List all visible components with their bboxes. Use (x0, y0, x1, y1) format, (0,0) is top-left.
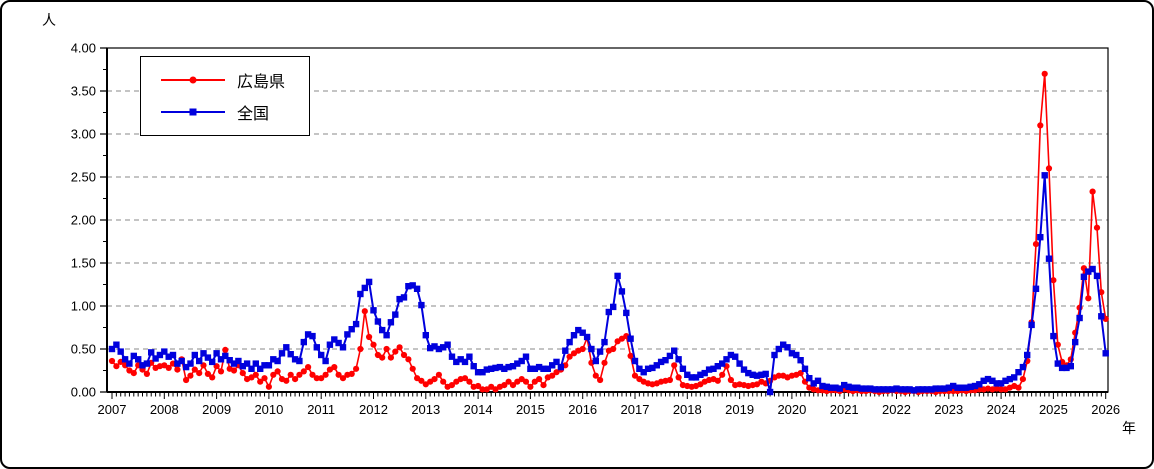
legend-entry-zenkoku: 全国 (161, 100, 309, 124)
svg-text:2025: 2025 (1039, 402, 1068, 417)
svg-text:2022: 2022 (882, 402, 911, 417)
svg-text:2008: 2008 (150, 402, 179, 417)
svg-text:2009: 2009 (202, 402, 231, 417)
svg-text:2011: 2011 (307, 402, 335, 417)
svg-text:0.00: 0.00 (71, 385, 96, 400)
svg-text:3.50: 3.50 (71, 84, 96, 99)
svg-text:2013: 2013 (411, 402, 440, 417)
x-axis-unit-label: 年 (1122, 420, 1136, 436)
svg-text:2020: 2020 (777, 402, 806, 417)
svg-text:2.50: 2.50 (71, 170, 96, 185)
svg-text:0.50: 0.50 (71, 342, 96, 357)
legend-entry-hiroshima: 広島県 (161, 68, 309, 92)
blue-line-square-marker-icon (161, 107, 225, 117)
legend-label-zenkoku: 全国 (237, 105, 270, 123)
svg-text:2024: 2024 (987, 402, 1016, 417)
chart-legend: 広島県 全国 (140, 56, 310, 136)
svg-text:3.00: 3.00 (71, 127, 96, 142)
svg-text:2012: 2012 (359, 402, 388, 417)
svg-text:1.00: 1.00 (71, 299, 96, 314)
svg-text:2026: 2026 (1091, 402, 1120, 417)
svg-text:2015: 2015 (516, 402, 545, 417)
svg-text:1.50: 1.50 (71, 256, 96, 271)
svg-text:4.00: 4.00 (71, 41, 96, 56)
svg-text:2007: 2007 (98, 402, 127, 417)
svg-text:2016: 2016 (568, 402, 597, 417)
red-line-circle-marker-icon (161, 75, 225, 85)
svg-text:2.00: 2.00 (71, 213, 96, 228)
legend-label-hiroshima: 広島県 (237, 74, 286, 92)
svg-text:2019: 2019 (725, 402, 754, 417)
svg-text:2018: 2018 (673, 402, 702, 417)
y-axis-unit-label: 人 (42, 12, 56, 28)
svg-text:2014: 2014 (464, 402, 493, 417)
svg-text:2021: 2021 (830, 402, 859, 417)
svg-text:2010: 2010 (254, 402, 283, 417)
svg-text:2023: 2023 (934, 402, 963, 417)
svg-text:2017: 2017 (621, 402, 650, 417)
